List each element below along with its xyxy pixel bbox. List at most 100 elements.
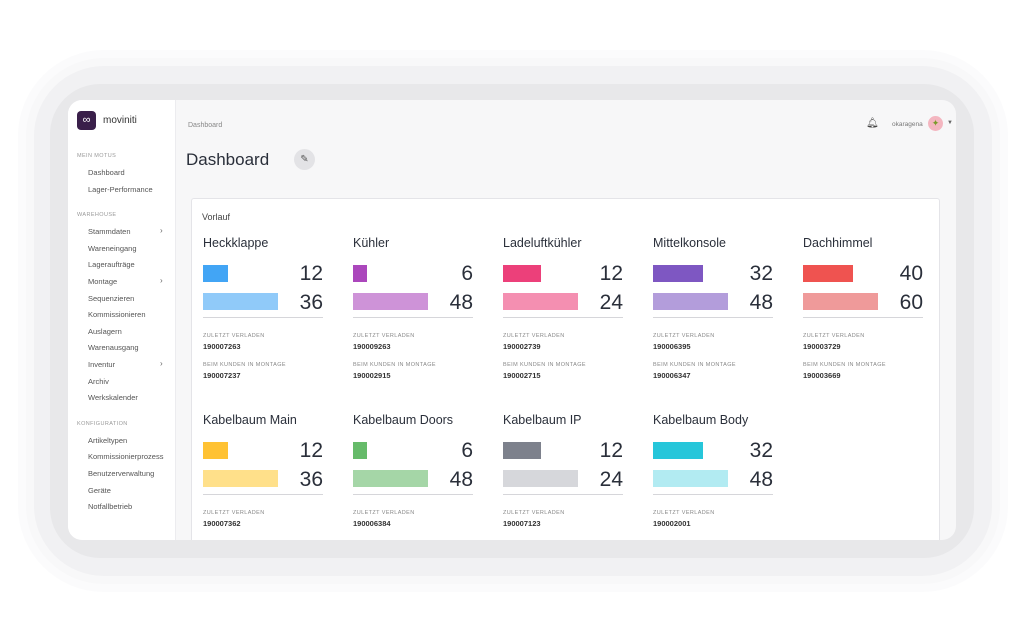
- sidebar-item-lagerauftrge[interactable]: Lageraufträge: [88, 260, 135, 270]
- value-b: 36: [299, 468, 323, 491]
- chevron-down-icon[interactable]: ▼: [947, 120, 953, 126]
- bar-a: [503, 265, 541, 282]
- value-a: 12: [299, 262, 323, 285]
- value-b: 36: [299, 291, 323, 314]
- bar-a: [653, 442, 703, 459]
- sidebar-item-archiv[interactable]: Archiv: [88, 376, 109, 386]
- label-in-mounting: BEIM KUNDEN IN MONTAGE: [803, 362, 886, 368]
- card-heckklappe[interactable]: Heckklappe 12 36 ZULETZT VERLADEN 190007263 B…: [203, 236, 323, 396]
- in-mounting-value: 190006347: [653, 371, 691, 380]
- page-title: Dashboard: [186, 150, 270, 169]
- value-a: 6: [461, 262, 473, 285]
- card-title: Dachhimmel: [803, 236, 873, 250]
- last-loaded-value: 190002001: [653, 519, 691, 528]
- card-kabelbaum-body[interactable]: Kabelbaum Body 32 48 ZULETZT VERLADEN 190002…: [653, 413, 773, 540]
- card-title: Mittelkonsole: [653, 236, 726, 250]
- label-last-loaded: ZULETZT VERLADEN: [353, 333, 415, 339]
- sidebar-item-stammdaten[interactable]: Stammdaten: [88, 227, 131, 237]
- card-title: Kühler: [353, 236, 390, 250]
- card-k-hler[interactable]: Kühler 6 48 ZULETZT VERLADEN 190009263 BEIM K…: [353, 236, 473, 396]
- bar-b: [353, 470, 428, 487]
- divider: [803, 317, 923, 318]
- card-dachhimmel[interactable]: Dachhimmel 40 60 ZULETZT VERLADEN 190003729 B…: [803, 236, 923, 396]
- divider: [203, 317, 323, 318]
- value-a: 40: [899, 262, 923, 285]
- card-ladeluftk-hler[interactable]: Ladeluftkühler 12 24 ZULETZT VERLADEN 190002…: [503, 236, 623, 396]
- card-mittelkonsole[interactable]: Mittelkonsole 32 48 ZULETZT VERLADEN 1900063…: [653, 236, 773, 396]
- sidebar-item-kommissionierprozess[interactable]: Kommissionierprozess: [88, 452, 164, 462]
- chevron-right-icon[interactable]: ›: [160, 359, 163, 368]
- sidebar-item-montage[interactable]: Montage: [88, 277, 118, 286]
- divider: [203, 494, 323, 495]
- card-title: Kabelbaum Main: [203, 413, 297, 427]
- logo-icon[interactable]: ∞: [77, 111, 96, 130]
- bar-a: [203, 442, 228, 459]
- bar-a: [803, 265, 853, 282]
- bar-a: [203, 265, 228, 282]
- card-title: Ladeluftkühler: [503, 236, 582, 250]
- last-loaded-value: 190006384: [353, 519, 391, 528]
- brand-name: moviniti: [103, 115, 137, 126]
- sidebar-item-inventur[interactable]: Inventur: [88, 360, 116, 369]
- bar-b: [503, 293, 578, 310]
- sidebar-item-werkskalender[interactable]: Werkskalender: [88, 393, 138, 403]
- last-loaded-value: 190007123: [503, 519, 541, 528]
- value-a: 12: [299, 439, 323, 462]
- bar-b: [503, 470, 578, 487]
- sidebar-item-gerte[interactable]: Geräte: [88, 485, 111, 495]
- sidebar-item-notfallbetrieb[interactable]: Notfallbetrieb: [88, 502, 133, 512]
- value-a: 6: [461, 439, 473, 462]
- divider: [503, 494, 623, 495]
- value-a: 12: [599, 439, 623, 462]
- bar-b: [653, 470, 728, 487]
- value-b: 60: [899, 291, 923, 314]
- sidebar-item-warenausgang[interactable]: Warenausgang: [88, 343, 139, 353]
- bar-b: [653, 293, 728, 310]
- breadcrumb[interactable]: Dashboard: [188, 122, 223, 129]
- bar-b: [203, 470, 278, 487]
- sidebar-item-lagerperformance[interactable]: Lager-Performance: [88, 184, 153, 194]
- vorlauf-panel: Vorlauf Heckklappe 12 36 ZULETZT VERLADEN 19…: [191, 198, 940, 540]
- sidebar-item-sequenzieren[interactable]: Sequenzieren: [88, 293, 135, 303]
- divider: [653, 494, 773, 495]
- in-mounting-value: 190003669: [803, 371, 841, 380]
- bar-b: [803, 293, 878, 310]
- label-last-loaded: ZULETZT VERLADEN: [503, 333, 565, 339]
- section-label: KONFIGURATION: [77, 420, 128, 427]
- label-last-loaded: ZULETZT VERLADEN: [203, 510, 265, 516]
- label-last-loaded: ZULETZT VERLADEN: [503, 510, 565, 516]
- username[interactable]: okaragena: [892, 121, 923, 128]
- chevron-right-icon[interactable]: ›: [160, 226, 163, 236]
- avatar[interactable]: ✦: [928, 116, 943, 131]
- edit-button[interactable]: ✎: [294, 149, 315, 170]
- sidebar-item-wareneingang[interactable]: Wareneingang: [88, 243, 137, 253]
- sidebar-item-artikeltypen[interactable]: Artikeltypen: [88, 435, 128, 445]
- value-b: 48: [449, 291, 473, 314]
- sidebar-item-kommissionieren[interactable]: Kommissionieren: [88, 310, 146, 320]
- sidebar-item-auslagern[interactable]: Auslagern: [88, 326, 122, 336]
- value-b: 48: [749, 468, 773, 491]
- label-last-loaded: ZULETZT VERLADEN: [203, 333, 265, 339]
- bar-b: [203, 293, 278, 310]
- chevron-right-icon[interactable]: ›: [160, 276, 163, 285]
- value-a: 32: [749, 262, 773, 285]
- bar-a: [353, 442, 367, 459]
- divider: [353, 494, 473, 495]
- last-loaded-value: 190002739: [503, 342, 541, 351]
- card-kabelbaum-doors[interactable]: Kabelbaum Doors 6 48 ZULETZT VERLADEN 190006…: [353, 413, 473, 540]
- card-title: Kabelbaum Doors: [353, 413, 454, 427]
- value-a: 32: [749, 439, 773, 462]
- card-kabelbaum-ip[interactable]: Kabelbaum IP 12 24 ZULETZT VERLADEN 19000712…: [503, 413, 623, 540]
- value-a: 12: [599, 262, 623, 285]
- divider: [653, 317, 773, 318]
- sidebar-item-benutzerverwaltung[interactable]: Benutzerverwaltung: [88, 469, 155, 478]
- label-last-loaded: ZULETZT VERLADEN: [653, 510, 715, 516]
- bell-icon[interactable]: 🔔︎: [866, 118, 879, 129]
- card-kabelbaum-main[interactable]: Kabelbaum Main 12 36 ZULETZT VERLADEN 190007…: [203, 413, 323, 540]
- in-mounting-value: 190007237: [203, 371, 241, 380]
- label-in-mounting: BEIM KUNDEN IN MONTAGE: [653, 362, 736, 368]
- label-last-loaded: ZULETZT VERLADEN: [353, 510, 415, 516]
- label-in-mounting: BEIM KUNDEN IN MONTAGE: [503, 362, 586, 368]
- label-last-loaded: ZULETZT VERLADEN: [803, 333, 865, 339]
- sidebar-item-dashboard[interactable]: Dashboard: [88, 168, 125, 177]
